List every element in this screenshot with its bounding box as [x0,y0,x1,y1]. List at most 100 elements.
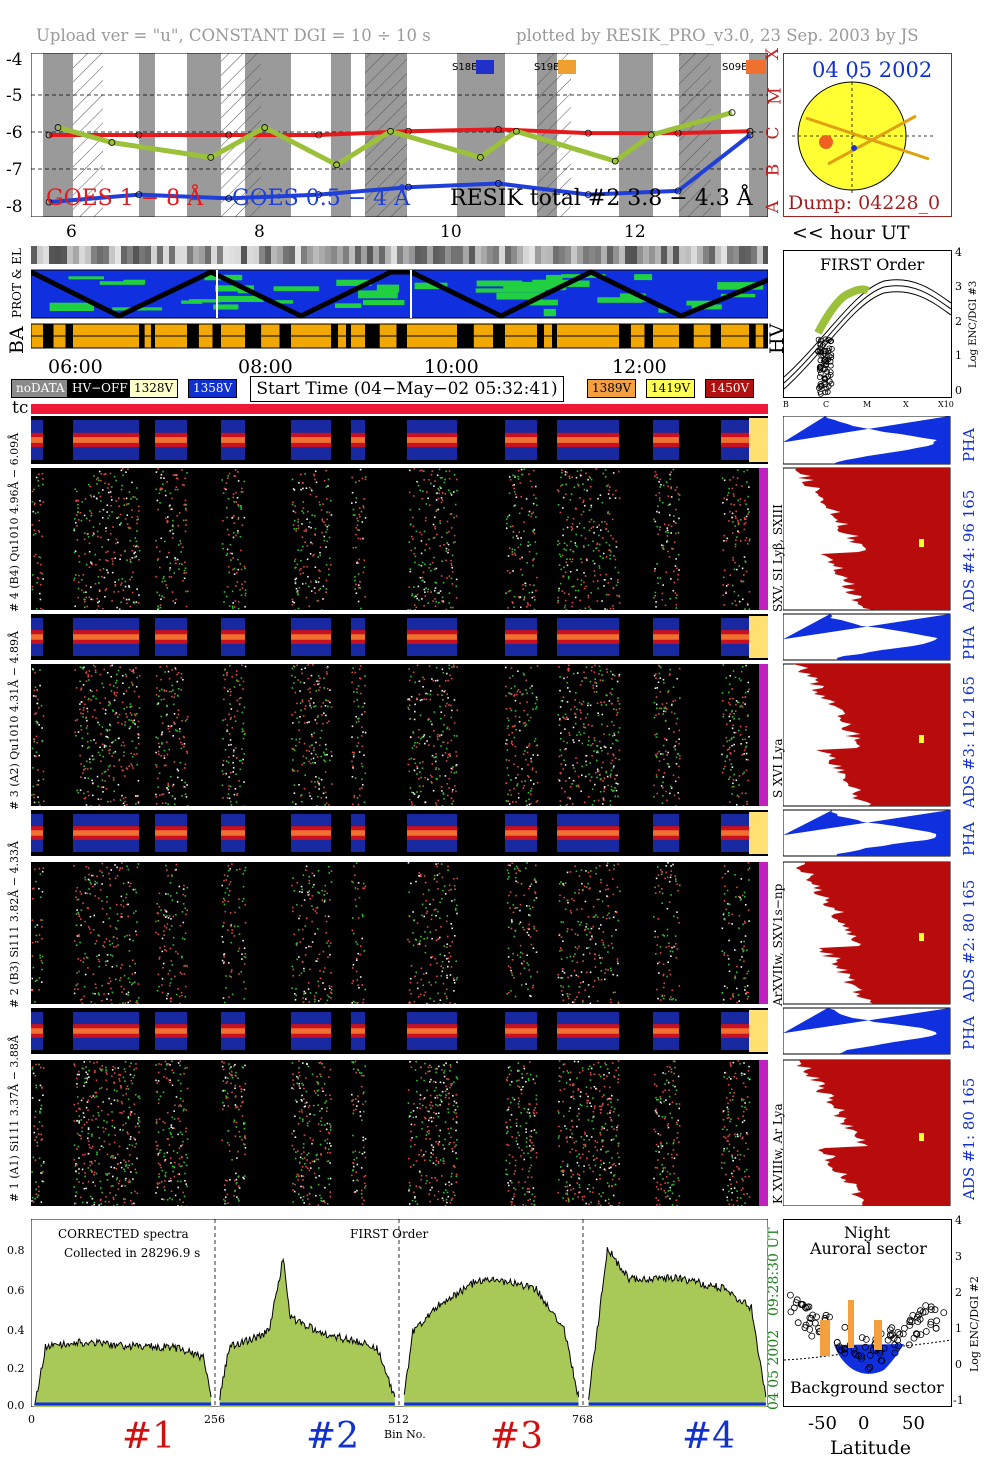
ads-pixel [429,735,431,738]
grey-cell [493,246,499,264]
ads-pixel [668,901,671,903]
ads-pixel [535,930,538,932]
ads-pixel [424,591,426,593]
ads-pixel [304,582,307,585]
ads-pixel [559,894,561,897]
ads-pixel [665,865,667,867]
ads-pixel [182,546,184,549]
ads-pixel [180,673,183,675]
ads-pixel [109,723,111,726]
grey-cell [445,246,451,264]
ads-pixel [453,979,455,981]
ads-pixel [32,888,34,890]
ads-pixel [37,577,40,580]
ads-pixel [608,700,611,702]
ads-pixel [601,521,603,523]
ads-pixel [453,990,455,992]
ads-pixel [429,690,432,692]
ads-pixel [517,869,520,871]
ads-pixel [302,1001,305,1003]
ads-pixel [527,988,529,991]
ads-pixel [409,699,411,702]
ads-pixel [234,788,237,790]
ads-pixel [134,496,136,499]
ads-pixel [448,489,450,492]
ads-pixel [160,473,163,476]
ads-pixel [588,773,590,776]
ads-pixel [592,916,595,918]
ads-pixel [155,796,158,798]
ads-pixel [114,585,117,587]
ads-pixel [296,882,298,884]
ads-pixel [414,681,416,684]
ads-pixel [155,751,157,754]
ads-pixel [559,718,561,720]
ads-pixel [326,753,328,756]
ads-pixel [359,538,362,540]
ads-pixel [675,763,678,765]
ads-pixel [420,935,422,938]
ads-pixel [300,795,302,797]
ads-pixel [97,535,99,538]
ads-pixel [589,875,592,878]
ads-pixel [506,902,509,904]
ads-pixel [291,714,293,716]
ads-pixel [450,771,453,773]
ads-pixel [88,670,91,672]
pha-core [31,830,43,836]
ads-pixel [90,767,92,770]
ads-pixel [73,528,76,530]
ads-pixel [421,498,423,500]
ads-pixel [101,749,104,751]
ads-pixel [230,976,232,978]
ads-pixel [580,583,582,586]
pha-core [351,830,365,836]
ads-pixel [86,732,89,735]
ads-pixel [416,664,419,667]
ads-pixel [580,579,583,582]
ads-pixel [654,595,656,597]
ads-pixel [730,503,733,505]
ads-pixel [163,914,165,916]
ads-pixel [456,666,458,668]
ads-pixel [110,690,113,692]
ads-pixel [746,481,748,483]
ads-pixel [229,912,232,914]
ads-pixel [107,550,109,553]
ads-pixel [728,683,731,686]
active-region-label: S18E73 [452,62,491,73]
ads-pixel [91,690,93,693]
ads-pixel [742,701,744,704]
ads-pixel [513,685,516,688]
ads-pixel [235,572,238,574]
ads-pixel [434,679,437,682]
ads-pixel [525,689,527,691]
ads-pixel [454,935,456,937]
ads-pixel [233,925,236,928]
ads-pixel [355,497,358,499]
ads-pixel [114,864,116,866]
ads-pixel [160,537,163,540]
ads-pixel [587,702,590,704]
ads-pixel [574,542,577,544]
ads-pixel [227,929,229,931]
ads-pixel [605,694,607,696]
ads-pixel [35,880,37,883]
ads-pixel [662,484,665,487]
ads-pixel [137,780,140,782]
ads-pixel [510,919,513,921]
ads-pixel [447,697,449,699]
ads-pixel [73,529,76,532]
ads-pixel [423,915,425,918]
ads-pixel [513,695,515,697]
ads-pixel [234,600,237,602]
ads-pixel [351,671,353,674]
ads-pixel [131,983,133,986]
ads-pixel [563,542,566,544]
ads-pixel [731,994,734,997]
ads-pixel [165,927,168,929]
ads-pixel [322,585,325,588]
ads-pixel [76,886,79,889]
ads-pixel [311,735,313,738]
ads-pixel [412,538,414,540]
